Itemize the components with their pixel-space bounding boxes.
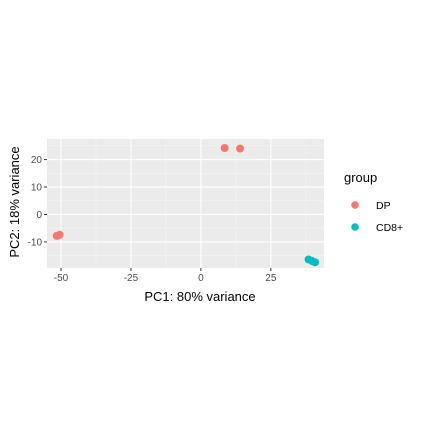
data-points [52,144,320,267]
y-axis-title: PC2: 18% variance [7,146,22,257]
data-point [236,144,245,153]
data-point [220,144,229,153]
x-tick-label: 0 [198,273,204,284]
x-tick-label: -25 [124,273,139,284]
legend-key [351,223,359,231]
minor-gridlines [47,139,324,268]
x-tick-label: -50 [54,273,69,284]
y-tick-label: -10 [28,237,43,248]
x-axis-ticks: -50 -25 0 25 [54,268,277,284]
major-gridlines [47,139,324,268]
y-tick-label: 10 [31,183,43,194]
x-axis-title: PC1: 80% variance [144,289,255,304]
y-tick-label: 0 [36,210,42,221]
legend: group DP CD8+ [344,170,403,234]
legend-label: DP [376,200,391,212]
data-point [55,230,64,239]
legend-key [351,201,359,209]
y-axis-ticks: -10 0 10 20 [28,155,47,248]
data-point [311,258,320,267]
plot-panel [47,139,324,268]
y-tick-label: 20 [31,155,43,166]
legend-title: group [344,170,377,185]
legend-label: CD8+ [376,222,403,234]
legend-items: DP CD8+ [351,200,403,234]
x-tick-label: 25 [265,273,277,284]
